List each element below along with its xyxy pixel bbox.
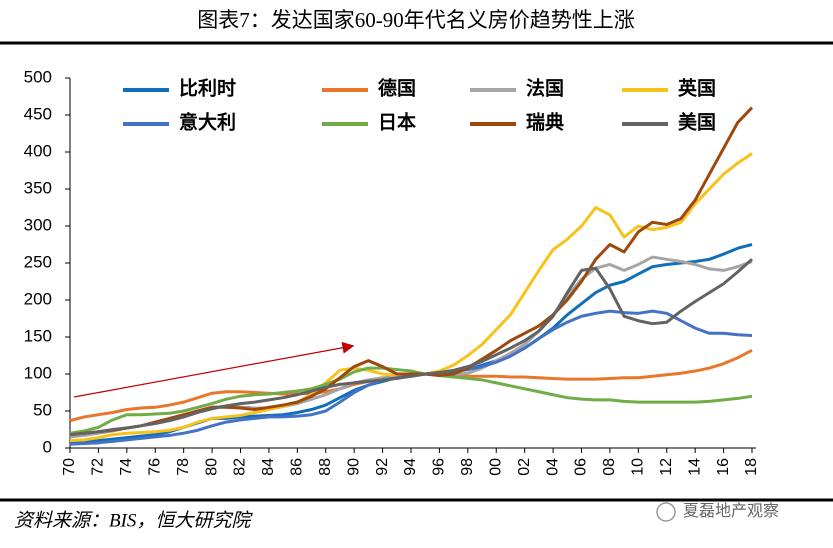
y-tick-label: 250 xyxy=(24,252,52,271)
x-tick-label: 96 xyxy=(431,458,448,476)
x-tick-label: 02 xyxy=(516,458,533,476)
x-tick-label: 84 xyxy=(260,458,277,476)
x-tick-label: 16 xyxy=(715,458,732,476)
x-tick-label: 98 xyxy=(459,458,476,476)
y-tick-label: 200 xyxy=(24,289,52,308)
legend-label: 美国 xyxy=(678,110,716,133)
series-line xyxy=(69,348,753,423)
legend-label: 瑞典 xyxy=(526,110,564,133)
x-tick-label: 00 xyxy=(487,458,504,476)
y-tick-label: 150 xyxy=(24,326,52,345)
y-tick-label: 500 xyxy=(24,67,52,86)
legend-label: 英国 xyxy=(678,76,716,99)
x-tick-label: 80 xyxy=(203,458,220,476)
source-note: 资料来源：BIS，恒大研究院 xyxy=(14,509,253,531)
x-tick-label: 76 xyxy=(146,458,163,476)
trend-arrow xyxy=(73,341,355,398)
x-tick-label: 86 xyxy=(289,458,306,476)
x-tick-label: 12 xyxy=(658,458,675,476)
legend-label: 日本 xyxy=(378,110,416,133)
x-tick-label: 06 xyxy=(573,458,590,476)
x-tick-label: 10 xyxy=(630,458,647,476)
x-tick-label: 04 xyxy=(544,458,561,476)
legend-label: 比利时 xyxy=(179,77,236,99)
x-tick-label: 72 xyxy=(90,458,107,476)
legend-label: 德国 xyxy=(378,76,416,99)
series-line xyxy=(69,258,753,437)
y-tick-label: 450 xyxy=(24,104,52,123)
series-line xyxy=(69,255,753,439)
legend-label: 法国 xyxy=(526,76,564,99)
x-tick-label: 88 xyxy=(317,458,334,476)
x-tick-label: 92 xyxy=(374,458,391,476)
x-tick-label: 18 xyxy=(743,458,760,476)
chart-title: 图表7：发达国家60-90年代名义房价趋势性上涨 xyxy=(197,8,635,32)
series-line xyxy=(69,152,753,443)
y-tick-label: 100 xyxy=(24,363,52,382)
y-tick-label: 350 xyxy=(24,178,52,197)
y-tick-label: 400 xyxy=(24,141,52,160)
x-tick-label: 90 xyxy=(345,458,362,476)
x-tick-label: 94 xyxy=(402,458,419,476)
watermark: 夏磊地产观察 xyxy=(683,502,779,520)
legend-label: 意大利 xyxy=(179,110,236,133)
x-tick-label: 08 xyxy=(601,458,618,476)
x-tick-label: 74 xyxy=(118,458,135,476)
series-line xyxy=(69,366,753,435)
x-tick-label: 82 xyxy=(232,458,249,476)
series-line xyxy=(69,106,754,437)
y-tick-label: 0 xyxy=(43,437,52,456)
x-tick-label: 78 xyxy=(175,458,192,476)
x-tick-label: 14 xyxy=(686,458,703,476)
x-tick-label: 70 xyxy=(61,458,78,476)
y-tick-label: 300 xyxy=(24,215,52,234)
watermark-icon xyxy=(656,502,676,522)
y-tick-label: 50 xyxy=(33,400,52,419)
